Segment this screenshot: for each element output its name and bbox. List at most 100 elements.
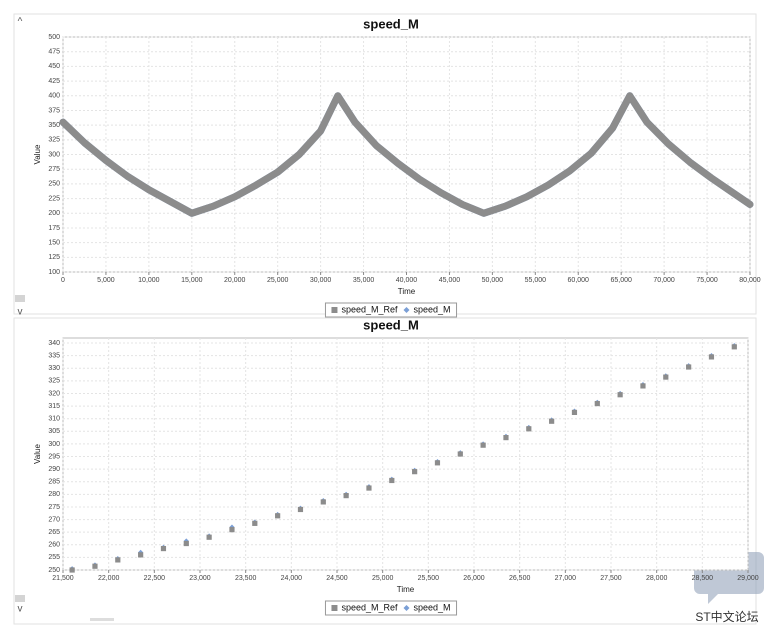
data-point	[640, 383, 646, 389]
y-tick-label: 475	[48, 49, 60, 56]
y-tick-label: 100	[48, 269, 60, 276]
legend-marker	[331, 605, 338, 611]
data-point	[183, 540, 189, 547]
x-tick-label: 0	[61, 277, 65, 284]
x-tick-label: 27,500	[600, 575, 622, 582]
data-point	[594, 400, 600, 407]
x-tick-label: 22,000	[98, 575, 120, 582]
data-point	[434, 460, 441, 466]
y-tick-label: 265	[48, 529, 60, 536]
x-tick-label: 70,000	[653, 277, 675, 284]
scrollbar[interactable]	[90, 618, 114, 621]
legend-marker	[331, 307, 338, 313]
y-tick-label: 125	[48, 254, 60, 261]
splitter-handle[interactable]	[15, 295, 25, 302]
scroll-up[interactable]: ^	[18, 17, 23, 28]
data-point	[343, 493, 349, 499]
data-point	[389, 477, 395, 484]
x-tick-label: 23,500	[235, 575, 257, 582]
x-tick-label: 29,000	[737, 575, 759, 582]
x-tick-label: 60,000	[568, 277, 590, 284]
y-tick-label: 300	[48, 151, 60, 158]
x-tick-label: 23,000	[189, 575, 211, 582]
y-tick-label: 325	[48, 137, 60, 144]
y-tick-label: 280	[48, 491, 60, 498]
x-tick-label: 10,000	[138, 277, 160, 284]
legend-label: speed_M	[414, 602, 451, 612]
y-tick-label: 150	[48, 239, 60, 246]
x-tick-label: 15,000	[181, 277, 203, 284]
x-tick-label: 26,500	[509, 575, 531, 582]
x-tick-label: 21,500	[52, 575, 74, 582]
scroll-down[interactable]: v	[18, 604, 23, 615]
y-tick-label: 320	[48, 390, 60, 397]
y-tick-label: 300	[48, 441, 60, 448]
x-axis-label: Time	[398, 287, 416, 296]
legend-box	[324, 600, 458, 616]
y-tick-label: 330	[48, 365, 60, 372]
data-point	[571, 409, 578, 415]
y-tick-label: 225	[48, 195, 60, 202]
y-axis-label: Value	[33, 444, 42, 464]
y-tick-label: 200	[48, 210, 60, 217]
y-tick-label: 315	[48, 403, 60, 410]
watermark: ST中文论坛	[695, 609, 758, 624]
data-point	[549, 418, 555, 424]
x-tick-label: 25,000	[267, 277, 289, 284]
x-tick-label: 28,000	[646, 575, 668, 582]
data-point	[69, 567, 75, 573]
data-point	[275, 513, 281, 519]
data-point	[320, 499, 326, 505]
x-tick-label: 24,000	[281, 575, 303, 582]
y-tick-label: 305	[48, 428, 60, 435]
legend-label: speed_M	[414, 304, 451, 314]
data-point	[92, 563, 98, 569]
y-tick-label: 325	[48, 378, 60, 385]
y-tick-label: 500	[48, 34, 60, 41]
y-tick-label: 285	[48, 479, 60, 486]
data-point	[526, 426, 532, 432]
x-tick-label: 26,000	[463, 575, 485, 582]
data-point	[708, 354, 715, 360]
x-tick-label: 80,000	[739, 277, 761, 284]
y-tick-label: 275	[48, 166, 60, 173]
x-tick-label: 30,000	[310, 277, 332, 284]
legend-marker	[403, 307, 410, 313]
data-point	[160, 545, 167, 552]
x-tick-label: 50,000	[482, 277, 504, 284]
splitter-handle[interactable]	[15, 595, 25, 602]
y-tick-label: 375	[48, 107, 60, 114]
y-tick-label: 275	[48, 504, 60, 511]
y-tick-label: 270	[48, 516, 60, 523]
data-point	[617, 392, 623, 398]
plot-area	[62, 337, 749, 571]
series-line	[59, 92, 754, 217]
y-tick-label: 295	[48, 453, 60, 460]
x-tick-label: 25,000	[372, 575, 394, 582]
data-point	[686, 364, 692, 370]
y-tick-label: 425	[48, 78, 60, 85]
data-point	[731, 344, 737, 350]
y-tick-label: 450	[48, 63, 60, 70]
scroll-down[interactable]: v	[18, 307, 23, 318]
x-tick-label: 75,000	[696, 277, 718, 284]
y-tick-label: 255	[48, 554, 60, 561]
x-tick-label: 22,500	[144, 575, 166, 582]
y-tick-label: 350	[48, 122, 60, 129]
data-point	[366, 485, 372, 491]
x-tick-label: 28,500	[692, 575, 714, 582]
x-tick-label: 25,500	[418, 575, 440, 582]
panel	[13, 317, 757, 625]
y-tick-label: 290	[48, 466, 60, 473]
data-point	[115, 557, 121, 563]
x-tick-label: 5,000	[97, 277, 115, 284]
y-tick-label: 335	[48, 352, 60, 359]
y-tick-label: 250	[48, 181, 60, 188]
legend-label: speed_M_Ref	[341, 304, 398, 314]
x-tick-label: 55,000	[525, 277, 547, 284]
data-point	[412, 469, 418, 475]
y-tick-label: 175	[48, 225, 60, 232]
x-tick-label: 24,500	[326, 575, 348, 582]
data-point	[480, 442, 486, 448]
